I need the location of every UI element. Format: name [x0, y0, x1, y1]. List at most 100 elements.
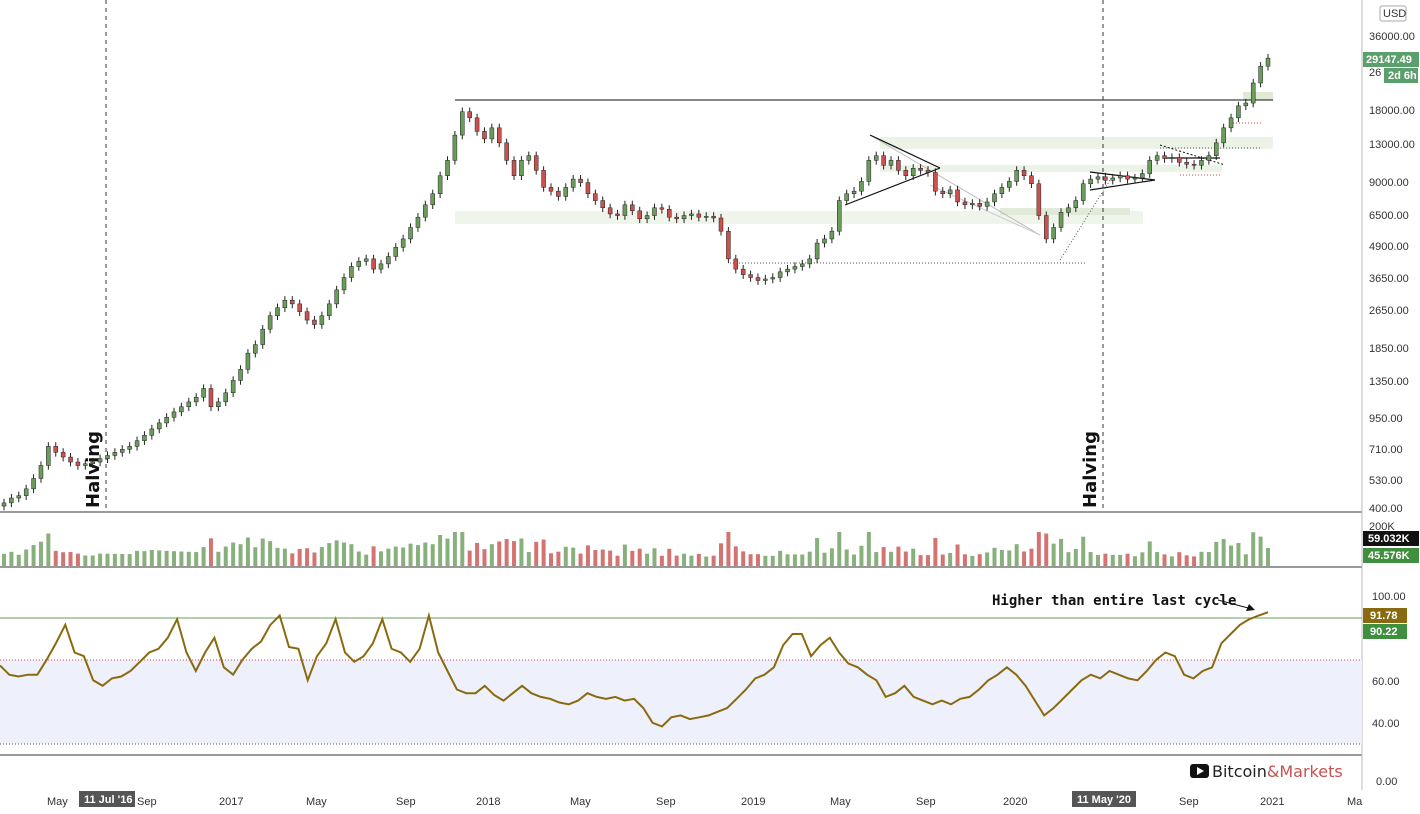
volume-bar [541, 539, 546, 566]
volume-bar [519, 538, 524, 566]
annotation-arrow-line [1217, 599, 1253, 610]
candle-body [585, 182, 591, 195]
candle-body [1132, 177, 1138, 180]
volume-bar [815, 537, 820, 566]
volume-bar [260, 538, 265, 566]
candle-body [179, 406, 184, 413]
candle-body [718, 217, 724, 232]
volume-bar [312, 552, 317, 566]
volume-bar [445, 538, 450, 566]
volume-bar [120, 553, 125, 566]
candle-body [955, 189, 960, 203]
volume-bar [659, 555, 664, 566]
zone-13000 [880, 137, 1273, 149]
candle-body [563, 187, 569, 197]
volume-bar [290, 553, 295, 566]
price-tick-6500: 6500.00 [1369, 210, 1409, 222]
volume-bar [719, 543, 724, 566]
volume-bar [504, 539, 509, 566]
candle-body [526, 155, 532, 161]
triangle-upper-line [869, 134, 941, 169]
candle-body [60, 452, 66, 458]
volume-bar [689, 555, 694, 566]
candle-body [290, 299, 295, 305]
countdown-tag [1384, 68, 1418, 83]
candle-body [600, 200, 605, 209]
volume-bar [770, 555, 775, 566]
price-tick-400: 400.00 [1369, 503, 1403, 515]
candle-body [245, 352, 251, 370]
candle-body [607, 207, 613, 215]
volume-bar [704, 556, 709, 566]
volume-bar [423, 542, 428, 566]
candle-body [984, 201, 990, 207]
candle-body [740, 268, 746, 275]
currency-badge[interactable] [1379, 5, 1407, 22]
volume-bar [401, 547, 406, 566]
volume-bar [430, 544, 435, 566]
volume-bar [216, 551, 221, 566]
volume-bar [245, 537, 250, 566]
volume-bar [674, 555, 679, 566]
candle-body [1147, 160, 1152, 174]
candle-body [947, 189, 953, 195]
candle-body [393, 247, 399, 257]
volume-bar [962, 554, 967, 566]
candle-body [437, 175, 443, 195]
rsi-tag-1 [1363, 608, 1407, 623]
candle-body [31, 478, 36, 490]
candle-body [615, 213, 620, 216]
volume-bar [415, 545, 420, 566]
candle-body [1088, 178, 1093, 185]
candle-body [1169, 157, 1175, 159]
candle-body [208, 388, 214, 408]
candle-body [1051, 227, 1056, 240]
candle-body [23, 488, 29, 496]
volume-bar [985, 552, 990, 566]
volume-bar [1199, 551, 1204, 566]
price-tick-530: 530.00 [1369, 475, 1403, 487]
volume-bar [859, 545, 864, 566]
candle-body [53, 446, 58, 453]
candlestick-series [1, 54, 1271, 511]
candle-body [659, 207, 665, 210]
candle-body [1014, 170, 1019, 182]
candle-body [97, 458, 103, 463]
volume-bar [748, 554, 753, 566]
candle-body [807, 258, 812, 265]
candle-body [1021, 170, 1027, 176]
volume-bar [61, 552, 66, 566]
candle-body [423, 204, 428, 218]
candle-body [748, 274, 753, 278]
candle-body [482, 131, 487, 140]
volume-bar [896, 546, 901, 566]
volume-bar [53, 550, 58, 566]
x-label-sep-2018: Sep [656, 796, 676, 808]
volume-bar [578, 553, 583, 566]
candle-body [1199, 160, 1204, 166]
candle-body [696, 213, 702, 218]
volume-bar [1014, 544, 1019, 566]
candle-body [652, 207, 657, 216]
last-price-partial-tag: 26 [1369, 67, 1381, 79]
volume-bar [149, 550, 154, 566]
volume-bar [1140, 552, 1145, 566]
candle-body [925, 170, 931, 173]
flag-line [1159, 144, 1226, 166]
rsi-tick-0: 0.00 [1376, 776, 1397, 788]
volume-bar [364, 554, 369, 566]
candle-body [201, 388, 206, 398]
youtube-play-triangle [1197, 767, 1204, 775]
x-label-sep-2019: Sep [916, 796, 936, 808]
volume-bar [637, 548, 642, 566]
price-tick-36000: 36000.00 [1369, 31, 1415, 43]
brand-name-part3: Markets [1279, 762, 1342, 781]
candle-body [489, 127, 495, 140]
candle-body [1206, 155, 1212, 161]
volume-bar [778, 550, 783, 566]
candle-body [829, 230, 835, 240]
candle-body [120, 449, 125, 453]
volume-bar [497, 541, 502, 566]
volume-bar [889, 551, 894, 566]
